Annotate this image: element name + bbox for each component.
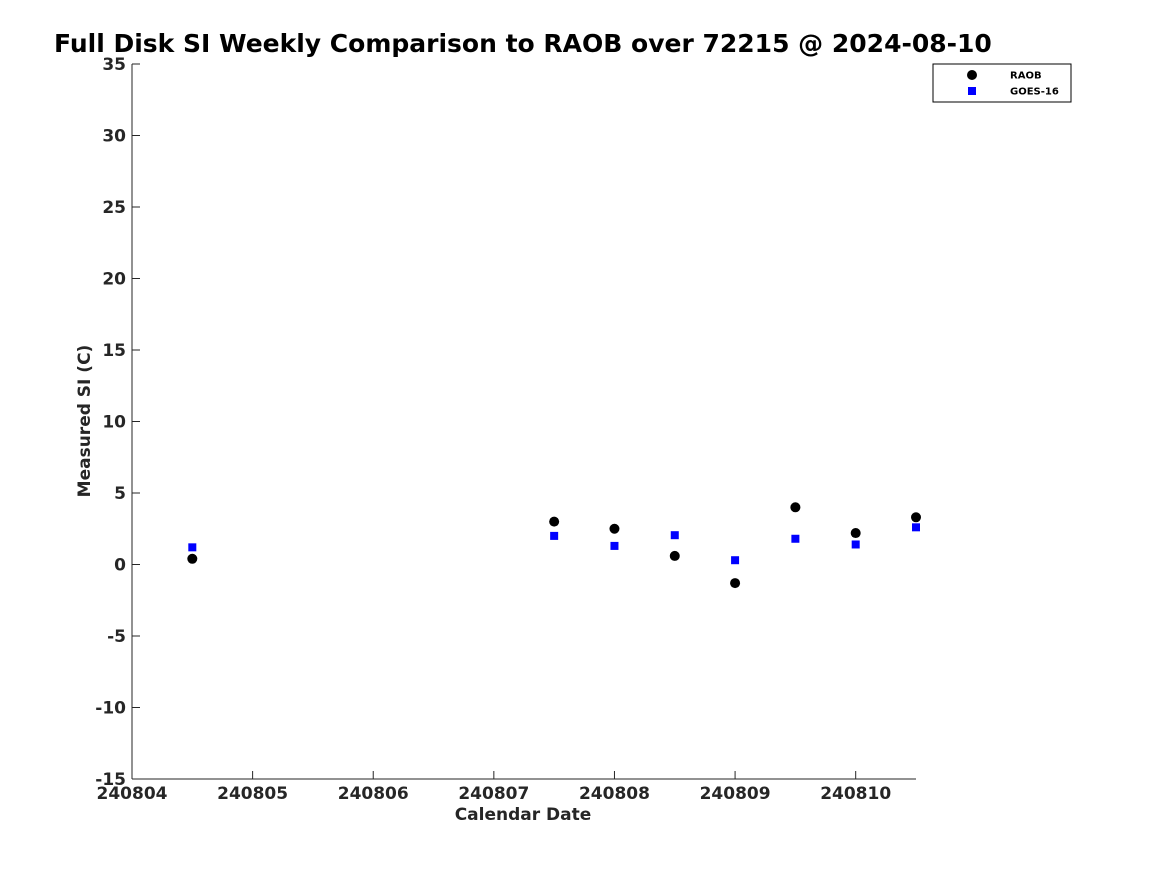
- x-tick-label: 240809: [700, 784, 771, 804]
- data-point-goes-16: [791, 534, 800, 543]
- legend-box: [932, 63, 1072, 103]
- data-points: [187, 502, 921, 589]
- y-tick-label: -10: [95, 699, 126, 719]
- data-point-goes-16: [731, 556, 740, 565]
- legend-entries: RAOB GOES-16: [967, 70, 1059, 98]
- data-point-raob: [187, 553, 198, 564]
- data-point-raob: [730, 578, 741, 589]
- y-axis-ticks: 35 30 25 20 15 10 5 0 -5 -10 -15: [95, 55, 140, 790]
- data-point-goes-16: [550, 531, 559, 540]
- y-tick-label: 35: [102, 55, 126, 75]
- legend: RAOB GOES-16: [932, 63, 1072, 103]
- data-point-goes-16: [912, 523, 920, 532]
- data-point-raob: [790, 502, 801, 513]
- x-tick-label: 240805: [217, 784, 288, 804]
- x-tick-label: 240808: [579, 784, 650, 804]
- y-tick-label: 20: [102, 270, 126, 290]
- y-tick-label: -15: [95, 770, 126, 790]
- x-tick-label: 240810: [820, 784, 891, 804]
- y-tick-label: 0: [114, 556, 126, 576]
- y-tick-label: 5: [114, 484, 126, 504]
- y-tick-label: 15: [102, 341, 126, 361]
- data-point-raob: [850, 528, 861, 539]
- data-point-goes-16: [851, 540, 860, 549]
- x-tick-label: 240807: [458, 784, 529, 804]
- x-tick-label: 240804: [97, 784, 168, 804]
- legend-label: GOES-16: [1010, 87, 1059, 98]
- legend-label: RAOB: [1010, 71, 1042, 82]
- data-point-goes-16: [670, 531, 679, 540]
- y-tick-label: -5: [107, 627, 126, 647]
- x-axis-label: Calendar Date: [455, 805, 592, 825]
- data-point-raob: [911, 512, 921, 523]
- data-point-goes-16: [188, 543, 197, 552]
- y-tick-label: 25: [102, 198, 126, 218]
- data-point-raob: [669, 550, 680, 561]
- data-point-raob: [549, 516, 560, 527]
- x-tick-label: 240806: [338, 784, 409, 804]
- y-tick-label: 10: [102, 413, 126, 433]
- legend-marker-circle: [967, 70, 977, 80]
- y-axis-label: Measured SI (C): [75, 345, 95, 498]
- chart-title: Full Disk SI Weekly Comparison to RAOB o…: [54, 29, 992, 58]
- axes: [131, 64, 916, 780]
- data-point-raob: [609, 523, 620, 534]
- x-axis-ticks: 240804 240805 240806 240807 240808 240809 2408…: [97, 771, 891, 804]
- y-tick-label: 30: [102, 127, 126, 147]
- data-point-goes-16: [610, 541, 619, 550]
- legend-marker-square: [968, 87, 976, 95]
